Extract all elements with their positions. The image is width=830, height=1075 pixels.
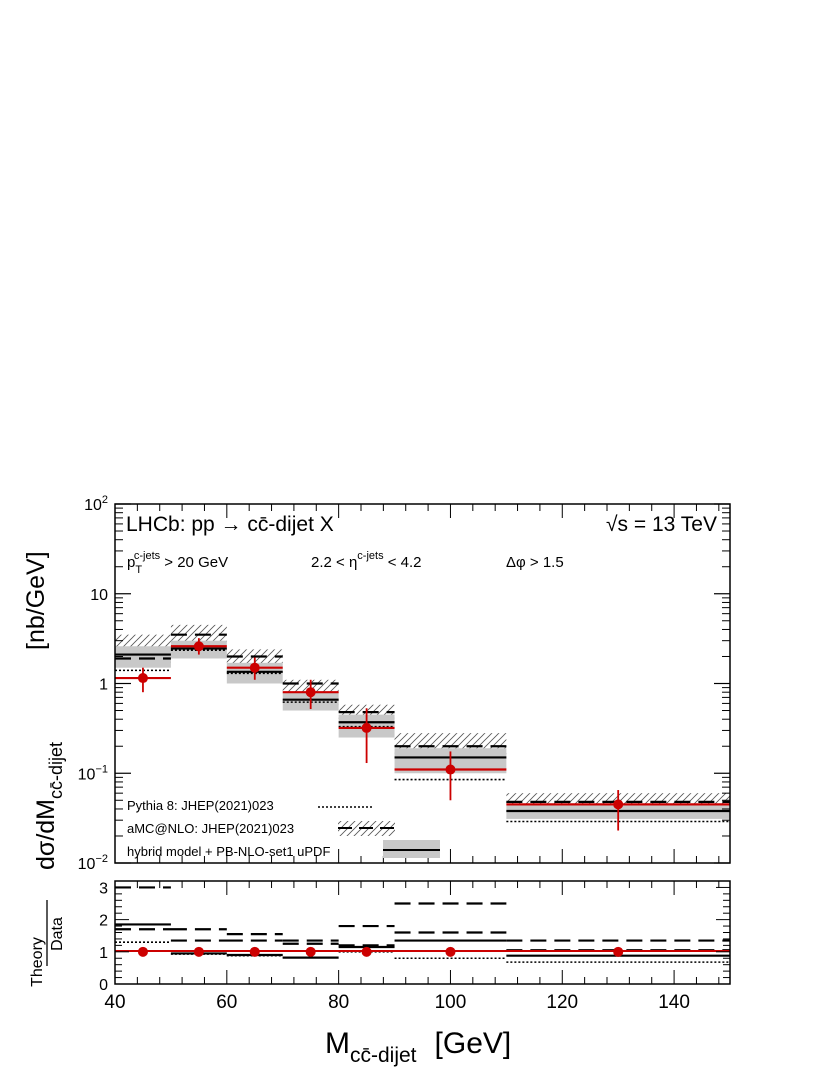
cut-eta: 2.2 < ηc-jets < 4.2: [311, 550, 422, 571]
main-y-tick-label: 10: [90, 587, 108, 604]
x-tick-label: 60: [216, 992, 237, 1013]
series-line-1: [115, 633, 730, 803]
ratio-panel: 0 1 2 3 40 60 80 100 120 140 Theory Data Mcc̄-di…: [29, 880, 731, 1067]
ratio-y-tick-label: 3: [99, 880, 108, 897]
ratio-point-3: [305, 946, 316, 957]
legend-label-hybrid: hybrid model + PB-NLO-set1 uPDF: [127, 844, 330, 859]
data-point-1: [193, 641, 204, 652]
data-point-5: [445, 764, 456, 775]
data-point-6: [613, 799, 624, 810]
x-tick-label: 40: [104, 992, 125, 1013]
energy-label: √s = 13 TeV: [606, 513, 717, 536]
ratio-label-data: Data: [49, 917, 66, 951]
main-y-tick-label: 10−2: [78, 853, 108, 873]
ratio-line-2: [115, 886, 730, 952]
ratio-data-points: [137, 946, 624, 957]
main-ticks: [114, 503, 730, 864]
ratio-point-1: [193, 946, 204, 957]
ratio-point-2: [249, 946, 260, 957]
main-data-points: [137, 638, 624, 831]
data-point-3: [305, 687, 316, 698]
data-point-4: [361, 722, 372, 733]
ratio-point-5: [445, 946, 456, 957]
ratio-point-6: [613, 946, 624, 957]
data-point-0: [137, 673, 148, 684]
x-tick-labels: 40 60 80 100 120 140: [104, 992, 690, 1013]
main-y-tick-label: 102: [84, 494, 108, 514]
x-tick-label: 80: [328, 992, 349, 1013]
series-line-2: [115, 647, 730, 813]
main-y-tick-label: 10−1: [78, 763, 108, 783]
y-axis-unit: [nb/GeV]: [22, 551, 50, 650]
data-point-2: [249, 662, 260, 673]
x-tick-label: 140: [658, 992, 690, 1013]
ratio-point-4: [361, 946, 372, 957]
ratio-point-0: [137, 946, 148, 957]
ratio-y-tick-label: 2: [99, 913, 108, 930]
x-axis-label: Mcc̄-dijet [GeV]: [325, 1027, 511, 1067]
ratio-ticks: [114, 880, 730, 985]
legend-label-amcnlo: aMC@NLO: JHEP(2021)023: [127, 821, 294, 836]
chart-title: LHCb: pp → cc̄-dijet X: [126, 513, 334, 536]
ratio-y-tick-label: 1: [99, 945, 108, 962]
ratio-y-tick-label: 0: [99, 977, 108, 994]
y-axis-label: dσ/dMcc̄-dijet: [32, 742, 66, 870]
main-y-tick-label: 1: [99, 677, 108, 694]
x-tick-label: 120: [546, 992, 578, 1013]
ratio-label-theory: Theory: [29, 937, 46, 987]
main-panel: 10−2 10−1 1 10 102 LHCb: pp → cc̄-dijet X √s…: [22, 494, 731, 873]
legend: Pythia 8: JHEP(2021)023 aMC@NLO: JHEP(20…: [127, 798, 440, 859]
x-tick-label: 100: [435, 992, 467, 1013]
legend-label-pythia: Pythia 8: JHEP(2021)023: [127, 798, 274, 813]
main-bands: [115, 624, 730, 819]
cut-dphi: Δφ > 1.5: [506, 554, 564, 571]
band-2-bin-0: [115, 646, 171, 668]
main-y-tick-labels: 10−2 10−1 1 10 102: [78, 494, 108, 873]
ratio-line-1: [115, 902, 730, 942]
cut-pt: pTc-jets > 20 GeV: [127, 550, 228, 576]
ratio-y-tick-labels: 0 1 2 3: [99, 880, 108, 994]
ratio-line-0: [115, 941, 730, 963]
